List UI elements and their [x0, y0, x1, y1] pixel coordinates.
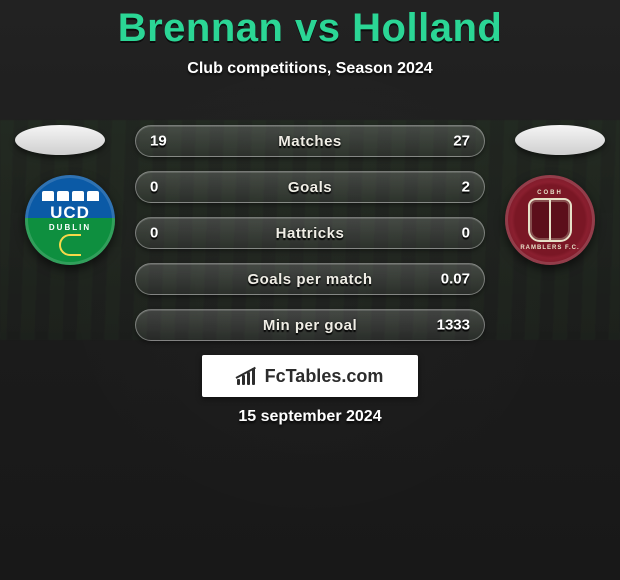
right-club-line2: RAMBLERS F.C.: [520, 245, 579, 251]
shield-icon: [528, 198, 572, 242]
stat-row: Goals per match 0.07: [135, 263, 485, 295]
page-title: Brennan vs Holland: [0, 6, 620, 51]
stat-row: 0 Hattricks 0: [135, 217, 485, 249]
left-club-line2: DUBLIN: [49, 223, 91, 232]
stat-right-value: 1333: [437, 317, 470, 334]
brand-text: FcTables.com: [265, 366, 384, 387]
stat-row: 19 Matches 27: [135, 125, 485, 157]
left-club-badge: UCD DUBLIN: [25, 175, 115, 265]
stat-left-value: 0: [150, 225, 158, 242]
stat-left-value: 0: [150, 179, 158, 196]
comparison-card: Brennan vs Holland Club competitions, Se…: [0, 0, 620, 580]
brand-box[interactable]: FcTables.com: [202, 355, 418, 397]
page-subtitle: Club competitions, Season 2024: [0, 60, 620, 78]
stat-label: Goals: [288, 179, 332, 196]
stat-label: Goals per match: [247, 271, 372, 288]
stats-list: 19 Matches 27 0 Goals 2 0 Hattricks 0 Go…: [135, 125, 485, 341]
bar-chart-icon: [237, 367, 257, 385]
right-flag-oval: [515, 125, 605, 155]
stat-right-value: 2: [462, 179, 470, 196]
left-flag-oval: [15, 125, 105, 155]
stat-right-value: 0.07: [441, 271, 470, 288]
stat-row: 0 Goals 2: [135, 171, 485, 203]
footer-date: 15 september 2024: [0, 408, 620, 426]
harp-icon: [59, 234, 81, 256]
right-club-badge: COBH RAMBLERS F.C.: [505, 175, 595, 265]
stat-right-value: 0: [462, 225, 470, 242]
stat-label: Matches: [278, 133, 342, 150]
right-club-line1: COBH: [537, 190, 563, 196]
ucd-roof-icon: [42, 191, 99, 201]
stat-row: Min per goal 1333: [135, 309, 485, 341]
stat-right-value: 27: [453, 133, 470, 150]
stat-label: Min per goal: [263, 317, 357, 334]
stat-label: Hattricks: [276, 225, 345, 242]
left-club-line1: UCD: [50, 203, 90, 223]
stat-left-value: 19: [150, 133, 167, 150]
